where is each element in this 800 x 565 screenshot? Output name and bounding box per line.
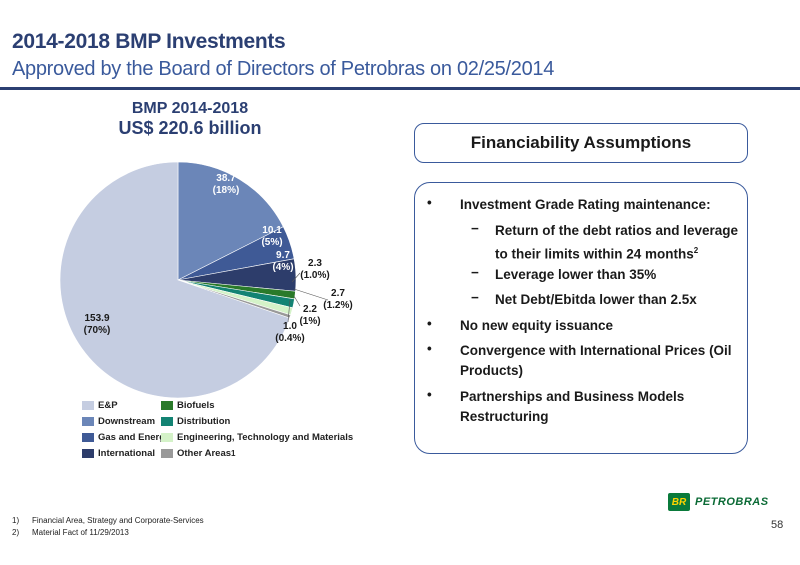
legend-label: Distribution [177, 416, 231, 427]
leader-line [287, 299, 291, 323]
legend-item: Distribution [161, 416, 230, 427]
footnote-number: 1) [12, 516, 20, 525]
legend-label: Gas and Energy [98, 432, 171, 443]
pie-label-downstream: 38.7 (18%) [213, 173, 240, 196]
assumptions-heading-box: Financiability Assumptions [414, 123, 748, 163]
chart-title: BMP 2014-2018 [131, 100, 249, 117]
leader-line [293, 288, 329, 301]
legend-item: Engineering, Technology and Materials [161, 432, 353, 443]
assumption-item: Convergence with International Prices (O… [460, 343, 732, 378]
legend-swatch [161, 417, 173, 426]
assumption-item: Partnerships and Business Models Restruc… [460, 389, 685, 424]
dash-icon: − [471, 290, 479, 305]
footnote-text: Material Fact of 11/29/2013 [32, 528, 129, 537]
leader-line [293, 295, 301, 307]
legend-footnote-ref: 1 [231, 449, 236, 458]
dash-icon: − [471, 221, 479, 236]
pie-label-distribution: 2.7 (1.2%) [323, 288, 352, 311]
pie-slice-e-p [59, 161, 291, 399]
legend-label: Engineering, Technology and Materials [177, 432, 354, 443]
legend-item: E&P [82, 400, 118, 411]
logo-text: PETROBRAS [695, 496, 769, 508]
bullet-icon: • [427, 316, 432, 331]
footnote-number: 2) [12, 528, 20, 537]
assumption-subitem: Return of the debt ratios and leverage t… [495, 223, 739, 262]
page-number: 58 [771, 519, 784, 531]
legend-swatch [161, 401, 173, 410]
bullet-icon: • [427, 387, 432, 402]
pie-label-e-p: 153.9 (70%) [84, 313, 111, 336]
title-divider [0, 87, 800, 90]
petrobras-logo: BR PETROBRAS [668, 493, 769, 511]
leader-line [291, 272, 301, 283]
assumption-subitem: Leverage lower than 35% [495, 267, 657, 282]
slide-subtitle: Approved by the Board of Directors of Pe… [12, 58, 555, 80]
legend-item: Biofuels [161, 400, 214, 411]
legend-item: Downstream [82, 416, 155, 427]
slide-title: 2014-2018 BMP Investments [12, 30, 286, 53]
legend-swatch [82, 401, 94, 410]
legend-label: Other Areas [177, 448, 232, 459]
assumptions-heading: Financiability Assumptions [470, 133, 692, 152]
legend-label: E&P [98, 400, 118, 411]
footnote-ref: 2 [693, 246, 699, 255]
bullet-icon: • [427, 195, 432, 210]
legend-label: Biofuels [177, 400, 215, 411]
legend-swatch [82, 433, 94, 442]
legend-label: International [98, 448, 156, 459]
bullet-icon: • [427, 341, 432, 356]
footnote: 2) Material Fact of 11/29/2013 [12, 527, 204, 539]
footnotes: 1) Financial Area, Strategy and Corporate… [12, 515, 204, 539]
pie-label-other-areas: 1.0 (0.4%) [275, 321, 304, 344]
legend-swatch [161, 449, 173, 458]
assumption-item: No new equity issuance [460, 318, 614, 333]
legend-swatch [82, 449, 94, 458]
legend-swatch [82, 417, 94, 426]
br-logo-icon: BR [668, 493, 690, 511]
legend-item: Other Areas 1 [161, 448, 235, 459]
assumptions-box: • Investment Grade Rating maintenance: − Re… [414, 182, 748, 454]
footnote-text: Financial Area, Strategy and Corporate-S… [32, 516, 204, 525]
footnote: 1) Financial Area, Strategy and Corporate… [12, 515, 204, 527]
pie-label-biofuels: 2.3 (1.0%) [300, 258, 329, 281]
assumption-item: Investment Grade Rating maintenance: [460, 197, 711, 212]
pie-label-engineering-technology-and-materials: 2.2 (1%) [299, 304, 320, 327]
legend-item: International [82, 448, 155, 459]
pie-slice-downstream [177, 161, 284, 281]
pie-label-international: 9.7 (4%) [272, 250, 293, 273]
chart-title-block: BMP 2014-2018 US$ 220.6 billion [70, 100, 310, 139]
assumption-subitem: Net Debt/Ebitda lower than 2.5x [495, 292, 697, 307]
pie-label-gas-and-energy: 10.1 (5%) [261, 225, 282, 248]
legend-label: Downstream [98, 416, 156, 427]
chart-total: US$ 220.6 billion [118, 118, 262, 139]
legend-swatch [161, 433, 173, 442]
legend-item: Gas and Energy [82, 432, 170, 443]
dash-icon: − [471, 265, 479, 280]
